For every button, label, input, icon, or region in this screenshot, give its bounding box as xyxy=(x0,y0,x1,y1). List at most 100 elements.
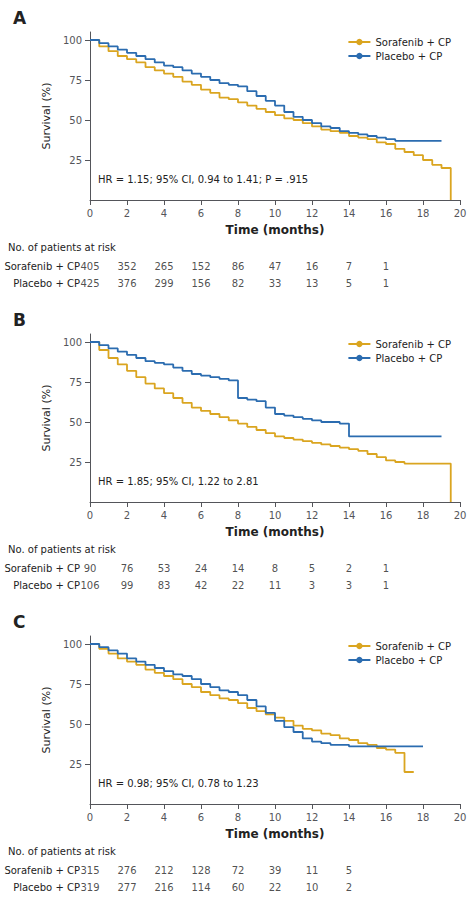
svg-text:319: 319 xyxy=(80,882,99,893)
svg-text:Time (months): Time (months) xyxy=(226,223,325,237)
svg-text:16: 16 xyxy=(380,510,393,521)
svg-text:5: 5 xyxy=(346,865,352,876)
svg-text:B: B xyxy=(13,310,26,330)
svg-text:25: 25 xyxy=(69,457,82,468)
svg-text:4: 4 xyxy=(161,208,167,219)
svg-text:10: 10 xyxy=(269,208,282,219)
svg-text:0: 0 xyxy=(87,812,93,823)
svg-text:10: 10 xyxy=(269,510,282,521)
svg-text:299: 299 xyxy=(154,278,173,289)
svg-text:83: 83 xyxy=(158,580,171,591)
svg-text:2: 2 xyxy=(124,510,130,521)
svg-text:Sorafenib + CP: Sorafenib + CP xyxy=(4,261,80,272)
svg-text:22: 22 xyxy=(269,882,282,893)
svg-text:50: 50 xyxy=(69,417,82,428)
svg-text:6: 6 xyxy=(198,510,204,521)
svg-text:Placebo + CP: Placebo + CP xyxy=(375,655,442,666)
svg-text:1: 1 xyxy=(383,261,389,272)
svg-text:1: 1 xyxy=(383,580,389,591)
svg-text:276: 276 xyxy=(117,865,136,876)
svg-text:Placebo + CP: Placebo + CP xyxy=(375,353,442,364)
svg-text:100: 100 xyxy=(63,35,82,46)
svg-text:50: 50 xyxy=(69,115,82,126)
svg-text:Sorafenib + CP: Sorafenib + CP xyxy=(375,339,451,350)
svg-text:47: 47 xyxy=(269,261,282,272)
svg-text:86: 86 xyxy=(232,261,245,272)
svg-text:216: 216 xyxy=(154,882,173,893)
svg-text:14: 14 xyxy=(232,563,245,574)
svg-text:3: 3 xyxy=(309,580,315,591)
svg-text:2: 2 xyxy=(346,563,352,574)
svg-text:Placebo + CP: Placebo + CP xyxy=(13,882,80,893)
svg-text:2: 2 xyxy=(124,812,130,823)
svg-text:3: 3 xyxy=(346,580,352,591)
svg-text:18: 18 xyxy=(417,208,430,219)
svg-text:10: 10 xyxy=(269,812,282,823)
svg-text:212: 212 xyxy=(154,865,173,876)
svg-text:Time (months): Time (months) xyxy=(226,827,325,841)
svg-text:Placebo + CP: Placebo + CP xyxy=(375,51,442,62)
svg-text:315: 315 xyxy=(80,865,99,876)
svg-text:No. of patients at risk: No. of patients at risk xyxy=(8,846,116,857)
svg-text:6: 6 xyxy=(198,812,204,823)
svg-text:20: 20 xyxy=(454,510,467,521)
svg-text:HR = 1.15; 95% CI, 0.94 to 1.4: HR = 1.15; 95% CI, 0.94 to 1.41; P = .91… xyxy=(98,174,308,185)
svg-text:14: 14 xyxy=(343,510,356,521)
svg-text:6: 6 xyxy=(198,208,204,219)
svg-text:53: 53 xyxy=(158,563,171,574)
svg-text:25: 25 xyxy=(69,759,82,770)
svg-text:13: 13 xyxy=(306,278,319,289)
svg-text:12: 12 xyxy=(306,812,319,823)
svg-text:75: 75 xyxy=(69,679,82,690)
svg-text:No. of patients at risk: No. of patients at risk xyxy=(8,242,116,253)
svg-text:100: 100 xyxy=(63,337,82,348)
svg-text:12: 12 xyxy=(306,510,319,521)
svg-text:114: 114 xyxy=(191,882,210,893)
svg-text:8: 8 xyxy=(272,563,278,574)
svg-text:128: 128 xyxy=(191,865,210,876)
svg-text:Placebo + CP: Placebo + CP xyxy=(13,278,80,289)
svg-text:2: 2 xyxy=(124,208,130,219)
svg-text:Placebo + CP: Placebo + CP xyxy=(13,580,80,591)
svg-text:Time (months): Time (months) xyxy=(226,525,325,539)
svg-text:106: 106 xyxy=(80,580,99,591)
svg-text:Sorafenib + CP: Sorafenib + CP xyxy=(4,563,80,574)
svg-text:Sorafenib + CP: Sorafenib + CP xyxy=(375,641,451,652)
svg-text:A: A xyxy=(13,8,27,28)
svg-text:376: 376 xyxy=(117,278,136,289)
svg-text:12: 12 xyxy=(306,208,319,219)
svg-text:4: 4 xyxy=(161,812,167,823)
svg-text:11: 11 xyxy=(306,865,319,876)
svg-text:25: 25 xyxy=(69,155,82,166)
svg-text:Sorafenib + CP: Sorafenib + CP xyxy=(4,865,80,876)
svg-text:0: 0 xyxy=(87,510,93,521)
svg-text:22: 22 xyxy=(232,580,245,591)
svg-text:8: 8 xyxy=(235,208,241,219)
svg-text:20: 20 xyxy=(454,812,467,823)
svg-text:C: C xyxy=(13,612,25,632)
svg-text:0: 0 xyxy=(87,208,93,219)
svg-text:18: 18 xyxy=(417,510,430,521)
svg-text:No. of patients at risk: No. of patients at risk xyxy=(8,544,116,555)
svg-text:HR = 0.98; 95% CI, 0.78 to 1.2: HR = 0.98; 95% CI, 0.78 to 1.23 xyxy=(98,778,259,789)
svg-text:2: 2 xyxy=(346,882,352,893)
svg-text:277: 277 xyxy=(117,882,136,893)
svg-text:90: 90 xyxy=(84,563,97,574)
svg-text:42: 42 xyxy=(195,580,208,591)
svg-text:8: 8 xyxy=(235,812,241,823)
svg-text:Survival (%): Survival (%) xyxy=(40,385,53,452)
svg-text:405: 405 xyxy=(80,261,99,272)
svg-text:16: 16 xyxy=(380,812,393,823)
svg-text:76: 76 xyxy=(121,563,134,574)
svg-text:152: 152 xyxy=(191,261,210,272)
svg-text:5: 5 xyxy=(346,278,352,289)
svg-text:50: 50 xyxy=(69,719,82,730)
svg-text:20: 20 xyxy=(454,208,467,219)
svg-text:10: 10 xyxy=(306,882,319,893)
svg-text:33: 33 xyxy=(269,278,282,289)
svg-text:99: 99 xyxy=(121,580,134,591)
svg-text:1: 1 xyxy=(383,563,389,574)
svg-text:Survival (%): Survival (%) xyxy=(40,687,53,754)
svg-text:18: 18 xyxy=(417,812,430,823)
svg-text:8: 8 xyxy=(235,510,241,521)
